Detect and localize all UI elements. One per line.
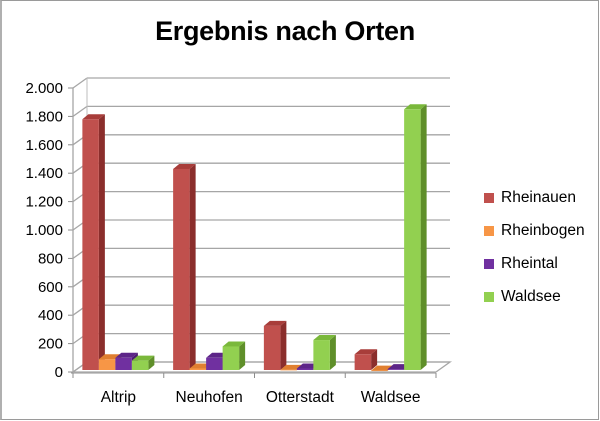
legend-swatch-icon bbox=[484, 258, 494, 269]
bars bbox=[82, 104, 427, 372]
legend: Rheinauen Rheinbogen Rheintal Waldsee bbox=[484, 181, 585, 313]
y-tick-label: 2.000 bbox=[25, 80, 63, 97]
y-tick-label: 400 bbox=[38, 307, 63, 324]
x-tick-label: Neuhofen bbox=[176, 389, 243, 406]
x-tick-label: Waldsee bbox=[361, 389, 421, 406]
legend-item-waldsee: Waldsee bbox=[484, 280, 585, 313]
bar bbox=[313, 335, 336, 370]
bar bbox=[131, 355, 155, 370]
chart-title: Ergebnis nach Orten bbox=[155, 16, 415, 46]
gridlines bbox=[70, 77, 453, 373]
y-tick-label: 0 bbox=[55, 364, 63, 381]
legend-label: Waldsee bbox=[501, 287, 561, 305]
legend-item-rheinauen: Rheinauen bbox=[484, 181, 585, 214]
y-tick-label: 600 bbox=[38, 279, 63, 296]
legend-item-rheintal: Rheintal bbox=[484, 247, 585, 280]
x-tick-label: Otterstadt bbox=[266, 389, 335, 406]
bar bbox=[82, 114, 105, 371]
x-axis: Altrip Neuhofen Otterstadt Waldsee bbox=[71, 372, 437, 406]
legend-label: Rheinauen bbox=[501, 188, 576, 206]
bar bbox=[263, 320, 287, 370]
legend-label: Rheintal bbox=[501, 254, 558, 272]
legend-swatch-icon bbox=[484, 225, 494, 236]
y-tick-label: 800 bbox=[38, 250, 63, 267]
y-tick-label: 1.600 bbox=[25, 137, 63, 154]
x-tick-label: Altrip bbox=[101, 389, 136, 406]
bar bbox=[222, 341, 246, 370]
bar bbox=[404, 104, 427, 371]
bar bbox=[354, 349, 378, 370]
bar bbox=[173, 163, 196, 370]
y-tick-label: 1.400 bbox=[25, 165, 63, 182]
y-tick-label: 200 bbox=[38, 336, 63, 353]
legend-swatch-icon bbox=[484, 192, 494, 203]
legend-swatch-icon bbox=[484, 291, 494, 302]
legend-label: Rheinbogen bbox=[501, 221, 585, 239]
y-tick-label: 1.800 bbox=[25, 108, 63, 125]
legend-item-rheinbogen: Rheinbogen bbox=[484, 214, 585, 247]
y-axis: 0 200 400 600 800 1.000 1.200 1.400 1.600 1.800 2.… bbox=[25, 80, 74, 381]
y-tick-label: 1.200 bbox=[25, 194, 63, 211]
y-tick-label: 1.000 bbox=[25, 222, 63, 239]
